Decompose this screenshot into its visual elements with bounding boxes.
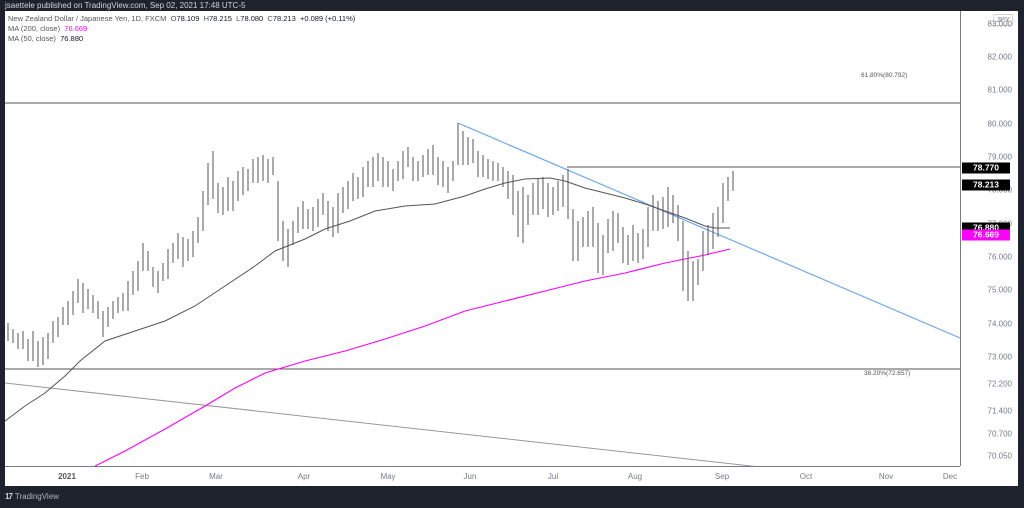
x-tick: Aug bbox=[627, 472, 643, 481]
published-text: jsaettele published on TradingView.com, … bbox=[5, 1, 246, 10]
legend-close: 78.213 bbox=[272, 14, 296, 23]
legend-ma200-row: MA (200, close) 76.669 bbox=[8, 24, 88, 33]
footer: 17 TradingView bbox=[5, 489, 59, 505]
chart-legend: New Zealand Dollar / Japanese Yen, 1D, F… bbox=[8, 14, 355, 44]
x-tick: Feb bbox=[135, 472, 149, 481]
blue-trendline bbox=[457, 122, 960, 339]
time-axis[interactable]: 2021 Feb Mar Apr May Jun Jul Aug Sep Oct… bbox=[5, 466, 960, 486]
ma50-price-tag: 76.880 bbox=[962, 222, 1010, 234]
y-tick: 75.000 bbox=[987, 285, 1012, 295]
x-tick: Nov bbox=[878, 472, 894, 481]
x-tick: Apr bbox=[297, 472, 311, 481]
fib-382-label: 38.20%(72.657) bbox=[864, 370, 911, 377]
last-price-tag: 78.213 bbox=[962, 179, 1010, 191]
y-tick: 70.050 bbox=[987, 451, 1012, 461]
x-tick: Jun bbox=[463, 472, 477, 481]
fib-618-label: 61.80%(80.792) bbox=[861, 72, 908, 79]
y-tick: 74.000 bbox=[987, 319, 1012, 329]
footer-brand: TradingView bbox=[14, 492, 59, 501]
legend-ma50-value: 76.880 bbox=[60, 34, 84, 43]
ohlc-bars bbox=[7, 123, 734, 367]
price-chart[interactable] bbox=[5, 11, 960, 466]
y-tick: 76.000 bbox=[987, 252, 1012, 262]
legend-change: +0.089 (+0.11%) bbox=[299, 14, 356, 23]
x-tick: Sep bbox=[714, 472, 730, 481]
y-tick: 79.000 bbox=[987, 152, 1012, 162]
y-tick: 72.200 bbox=[987, 379, 1012, 389]
chart-frame[interactable]: 61.80%(80.792) 38.20%(72.657) New Zealan… bbox=[5, 11, 1018, 486]
y-tick: 83.000 bbox=[987, 19, 1012, 29]
x-tick: Mar bbox=[209, 472, 223, 481]
x-tick: May bbox=[380, 472, 396, 481]
y-tick: 81.000 bbox=[987, 85, 1012, 95]
published-header: jsaettele published on TradingView.com, … bbox=[0, 0, 1024, 11]
x-tick: Dec bbox=[942, 472, 958, 481]
ma200-line bbox=[94, 248, 731, 466]
y-tick: 71.400 bbox=[987, 406, 1012, 416]
currency-badge[interactable]: JPY bbox=[993, 14, 1013, 26]
resistance-price-tag: 78.770 bbox=[962, 162, 1010, 174]
legend-low: 78.080 bbox=[240, 14, 264, 23]
price-axis[interactable]: JPY 83.000 82.000 81.000 80.000 79.000 7… bbox=[960, 11, 1018, 466]
legend-open: 78.109 bbox=[176, 14, 200, 23]
tradingview-logo-icon: 17 bbox=[5, 492, 13, 501]
x-tick: Oct bbox=[799, 472, 813, 481]
x-tick: 2021 bbox=[58, 472, 76, 481]
legend-symbol: New Zealand Dollar / Japanese Yen, 1D, F… bbox=[8, 14, 167, 23]
y-tick: 70.700 bbox=[987, 429, 1012, 439]
y-tick: 80.000 bbox=[987, 119, 1012, 129]
legend-ma50-row: MA (50, close) 76.880 bbox=[8, 34, 84, 43]
y-tick: 73.000 bbox=[987, 352, 1012, 362]
y-tick: 82.000 bbox=[987, 52, 1012, 62]
legend-ohlc-row: New Zealand Dollar / Japanese Yen, 1D, F… bbox=[8, 14, 356, 23]
ma50-line bbox=[5, 177, 730, 422]
x-tick: Jul bbox=[547, 472, 559, 481]
legend-high: 78.215 bbox=[208, 14, 232, 23]
legend-ma200-value: 76.669 bbox=[64, 24, 88, 33]
gray-trendline bbox=[5, 382, 756, 466]
ma200-price-tag: 76.669 bbox=[962, 229, 1010, 241]
